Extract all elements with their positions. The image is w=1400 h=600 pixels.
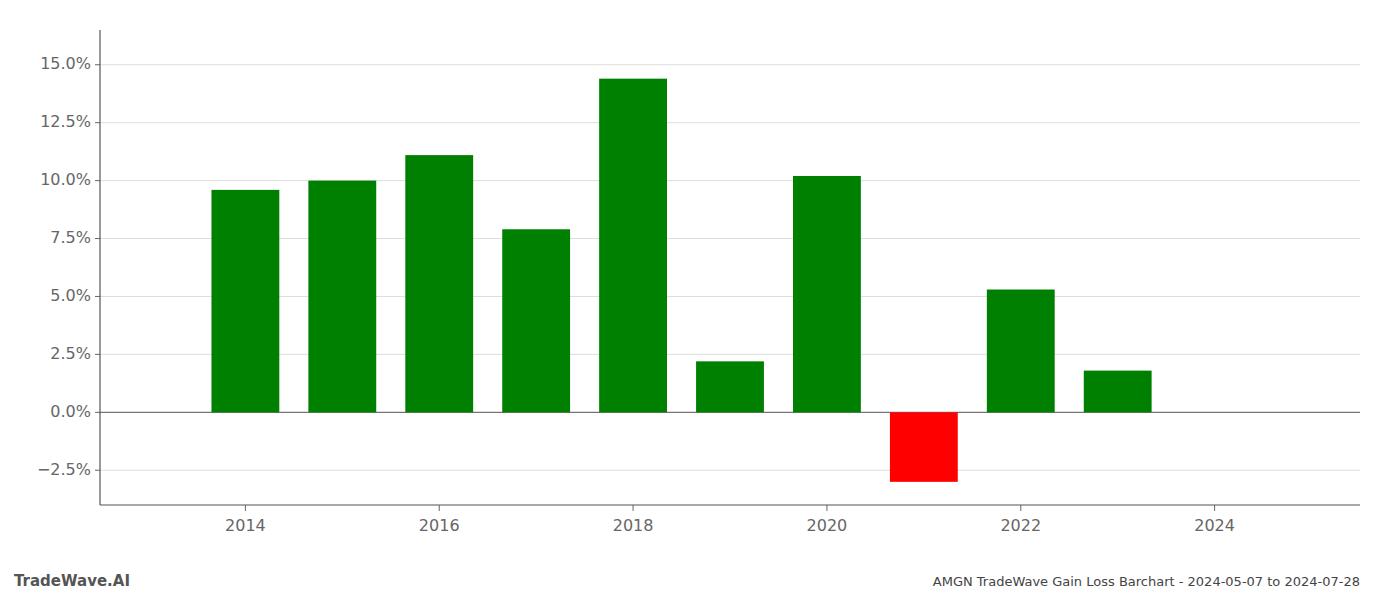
- y-tick-label: 0.0%: [50, 402, 91, 421]
- y-tick: [95, 296, 100, 297]
- x-tick: [245, 505, 246, 511]
- bar: [211, 190, 279, 412]
- grid-line: [100, 122, 1360, 123]
- bar: [987, 290, 1055, 413]
- x-tick: [1214, 505, 1215, 511]
- y-tick: [95, 470, 100, 471]
- y-tick: [95, 180, 100, 181]
- bar: [599, 79, 667, 413]
- x-tick-label: 2014: [225, 516, 266, 535]
- x-tick-label: 2018: [613, 516, 654, 535]
- x-tick: [439, 505, 440, 511]
- bar: [405, 155, 473, 412]
- y-tick-label: 10.0%: [40, 170, 91, 189]
- x-tick: [633, 505, 634, 511]
- x-tick: [1020, 505, 1021, 511]
- bar: [793, 176, 861, 412]
- y-tick: [95, 64, 100, 65]
- y-tick: [95, 238, 100, 239]
- bar: [502, 229, 570, 412]
- y-tick: [95, 412, 100, 413]
- bar: [696, 361, 764, 412]
- grid-line: [100, 354, 1360, 355]
- x-axis-line: [100, 504, 1360, 505]
- y-tick-label: 7.5%: [50, 228, 91, 247]
- axes: −2.5% 0.0% 2.5% 5.0% 7.5% 10.0% 12.5% 15.0% 2014…: [37, 54, 1235, 535]
- x-tick-label: 2022: [1000, 516, 1041, 535]
- chart-svg: −2.5% 0.0% 2.5% 5.0% 7.5% 10.0% 12.5% 15.0% 2014…: [0, 0, 1400, 600]
- y-tick-label: 12.5%: [40, 112, 91, 131]
- y-tick-label: 2.5%: [50, 344, 91, 363]
- watermark: TradeWave.AI: [14, 572, 130, 590]
- chart-container: −2.5% 0.0% 2.5% 5.0% 7.5% 10.0% 12.5% 15.0% 2014…: [0, 0, 1400, 600]
- y-tick: [95, 122, 100, 123]
- bar: [308, 181, 376, 413]
- bar: [890, 412, 958, 482]
- y-tick-label: 5.0%: [50, 286, 91, 305]
- grid-line: [100, 238, 1360, 239]
- bars: [211, 79, 1151, 482]
- x-tick-label: 2020: [807, 516, 848, 535]
- x-tick-label: 2016: [419, 516, 460, 535]
- grid-line: [100, 470, 1360, 471]
- title: AMGN TradeWave Gain Loss Barchart - 2024…: [933, 574, 1360, 589]
- bar: [1084, 371, 1152, 413]
- grid-line: [100, 180, 1360, 181]
- y-axis-line: [99, 30, 100, 505]
- x-tick: [826, 505, 827, 511]
- y-tick-label: 15.0%: [40, 54, 91, 73]
- x-tick-label: 2024: [1194, 516, 1235, 535]
- y-tick-label: −2.5%: [37, 460, 91, 479]
- grid: [100, 65, 1360, 470]
- grid-line: [100, 64, 1360, 65]
- y-tick: [95, 354, 100, 355]
- grid-line: [100, 296, 1360, 297]
